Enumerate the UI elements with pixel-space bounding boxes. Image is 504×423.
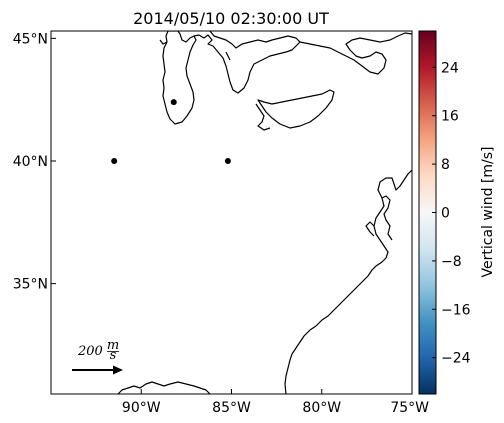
map-panel: 200 m s 90°W 85°W 80°W 75°W 45°N 40°N 35°N <box>13 30 429 416</box>
colorbar-tick-label: 8 <box>441 157 450 173</box>
x-axis-ticks: 90°W 85°W 80°W 75°W <box>122 389 429 416</box>
reference-arrow-unit-den: s <box>110 348 117 363</box>
coastlines <box>117 31 412 394</box>
colorbar-tick-label: 16 <box>441 109 459 125</box>
x-tick-label: 90°W <box>122 400 161 416</box>
lake-huron-shore <box>209 31 301 94</box>
reference-arrow: 200 m s <box>72 338 123 375</box>
colorbar-ticks: 24 16 8 0 −8 −16 −24 <box>432 60 471 367</box>
atlantic-coastline <box>284 169 412 394</box>
colorbar-label: Vertical wind [m/s] <box>480 147 496 278</box>
colorbar: 24 16 8 0 −8 −16 −24 Vertical wind [m/s] <box>418 30 496 395</box>
reference-arrow-label: 200 <box>77 344 103 359</box>
lake-ontario-shore <box>299 32 412 75</box>
upper-peninsula-shore <box>159 34 214 47</box>
y-tick-label: 40°N <box>13 154 48 170</box>
gulf-coastline <box>117 381 211 394</box>
station-marker <box>170 99 177 106</box>
colorbar-tick-label: 24 <box>441 60 459 76</box>
station-marker <box>224 157 231 164</box>
station-marker <box>111 157 118 164</box>
map-title: 2014/05/10 02:30:00 UT <box>133 9 329 28</box>
reference-arrow-unit-num: m <box>107 338 119 353</box>
x-tick-label: 75°W <box>390 400 429 416</box>
colorbar-tick-label: −16 <box>441 302 471 318</box>
x-tick-label: 80°W <box>302 400 341 416</box>
y-tick-label: 35°N <box>13 277 48 293</box>
lake-erie-shore <box>255 89 335 131</box>
lake-michigan-shore <box>162 31 197 125</box>
colorbar-tick-label: 0 <box>441 206 450 222</box>
y-axis-ticks: 45°N 40°N 35°N <box>13 31 56 293</box>
station-markers <box>111 99 231 164</box>
map-frame <box>50 30 413 395</box>
colorbar-tick-label: −24 <box>441 351 471 367</box>
x-tick-label: 85°W <box>212 400 251 416</box>
colorbar-tick-label: −8 <box>441 254 462 270</box>
chesapeake-bay-shore <box>365 195 393 241</box>
reference-arrow-head <box>113 365 123 375</box>
y-tick-label: 45°N <box>13 31 48 47</box>
